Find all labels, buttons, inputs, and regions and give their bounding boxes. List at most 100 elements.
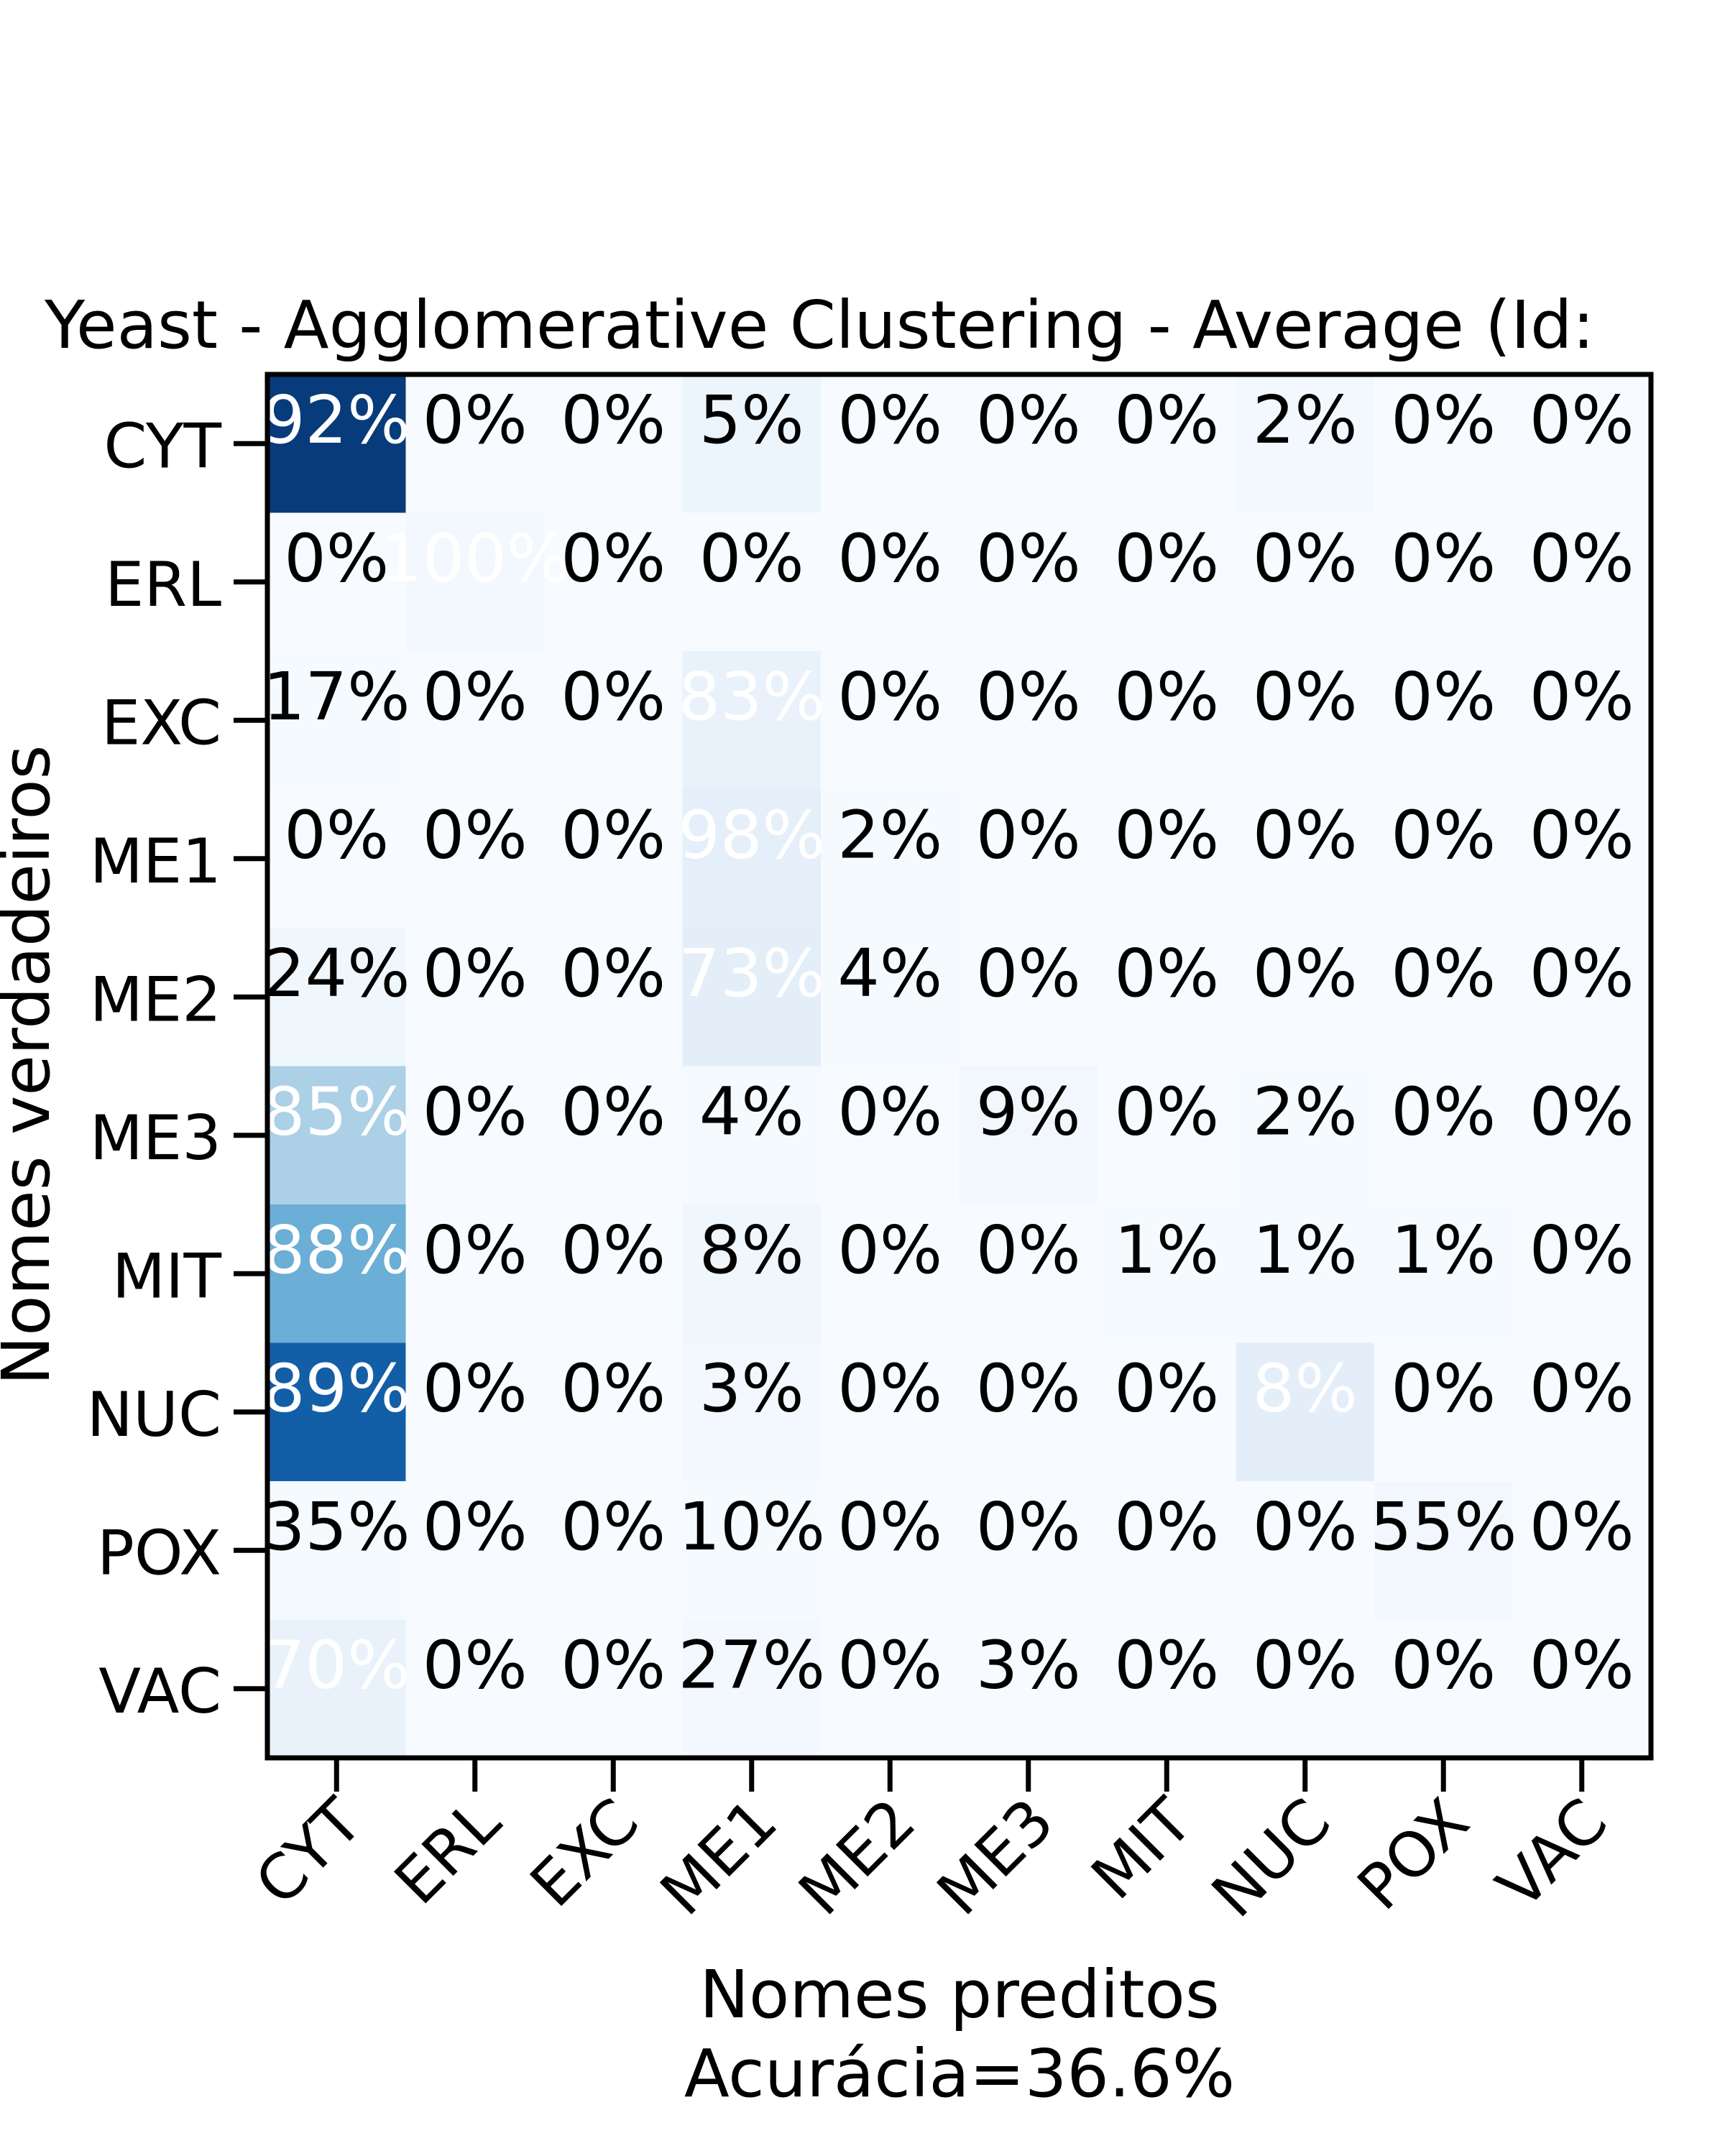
cell-value-label: 0%	[561, 797, 666, 874]
heatmap-cell	[405, 1481, 545, 1621]
heatmap-cell	[821, 512, 960, 652]
heatmap-cell	[1374, 1342, 1514, 1482]
heatmap-cell	[267, 1204, 407, 1344]
heatmap-cell	[267, 651, 407, 791]
heatmap-cell	[1512, 789, 1652, 929]
y-tick-label: ME1	[90, 826, 221, 898]
heatmap-cell	[959, 651, 1098, 791]
cell-value-label: 1%	[1253, 1212, 1358, 1289]
x-tick-label: VAC	[1484, 1785, 1621, 1922]
heatmap-cell	[1374, 1619, 1514, 1759]
heatmap-cell	[1512, 512, 1652, 652]
heatmap-cell	[1374, 1066, 1514, 1205]
heatmap-cell	[959, 1481, 1098, 1621]
cell-value-label: 0%	[1391, 797, 1496, 874]
heatmap-cell	[1512, 1481, 1652, 1621]
x-tick-label: POX	[1344, 1785, 1483, 1924]
cell-value-label: 0%	[423, 935, 528, 1012]
heatmap-cell	[1236, 928, 1375, 1067]
cell-value-label: 0%	[1530, 658, 1634, 735]
cell-value-label: 0%	[1114, 520, 1219, 597]
heatmap-cell	[544, 1619, 684, 1759]
heatmap-cell	[682, 374, 822, 514]
cell-value-label: 0%	[423, 1627, 528, 1704]
cell-value-label: 10%	[678, 1488, 825, 1565]
heatmap-cell	[821, 789, 960, 929]
heatmap-cell	[959, 512, 1098, 652]
cell-value-label: 0%	[837, 1074, 942, 1151]
cell-value-label: 0%	[561, 1074, 666, 1151]
heatmap-cell	[1098, 1066, 1237, 1205]
cell-value-label: 98%	[678, 797, 825, 874]
heatmap-cell	[544, 1481, 684, 1621]
y-tick-label: EXC	[101, 687, 221, 759]
cell-value-label: 0%	[423, 1488, 528, 1565]
heatmap-cell	[959, 1204, 1098, 1344]
heatmap-cell	[959, 374, 1098, 514]
heatmap-cell	[1236, 512, 1375, 652]
cell-value-label: 9%	[976, 1074, 1081, 1151]
cell-value-label: 0%	[1391, 1074, 1496, 1151]
heatmap-cell	[682, 1342, 822, 1482]
heatmap-cell	[1374, 512, 1514, 652]
heatmap-cell	[1098, 651, 1237, 791]
cell-value-label: 0%	[1391, 520, 1496, 597]
heatmap-cell	[1236, 1204, 1375, 1344]
cell-value-label: 0%	[1253, 1488, 1358, 1565]
x-tick-label: MIT	[1078, 1785, 1207, 1914]
heatmap-cell	[405, 1204, 545, 1344]
cell-value-label: 0%	[1530, 1074, 1634, 1151]
heatmap-cell	[821, 1342, 960, 1482]
cell-value-label: 0%	[1391, 1350, 1496, 1427]
x-axis-label: Nomes preditos	[699, 1956, 1220, 2033]
cell-value-label: 55%	[1370, 1488, 1517, 1565]
x-tick-label: EXC	[517, 1785, 653, 1921]
heatmap-cell	[267, 512, 407, 652]
cell-value-label: 0%	[1530, 797, 1634, 874]
heatmap-cell	[1512, 928, 1652, 1067]
heatmap-cell	[267, 1619, 407, 1759]
heatmap-cell	[267, 789, 407, 929]
heatmap-cell	[1098, 789, 1237, 929]
cell-value-label: 0%	[561, 1350, 666, 1427]
heatmap-cell	[821, 374, 960, 514]
cell-value-label: 8%	[1253, 1350, 1358, 1427]
heatmap-cell	[682, 1619, 822, 1759]
heatmap-cell	[682, 1204, 822, 1344]
y-tick-label: ME2	[90, 964, 221, 1036]
cell-value-label: 0%	[284, 520, 389, 597]
heatmap-cell	[544, 1204, 684, 1344]
heatmap-cell	[405, 1619, 545, 1759]
cell-value-label: 0%	[837, 520, 942, 597]
cell-value-label: 83%	[678, 658, 825, 735]
cell-value-label: 0%	[976, 1212, 1081, 1289]
heatmap-cell	[1512, 1204, 1652, 1344]
heatmap-cell	[959, 1342, 1098, 1482]
heatmap-cell	[682, 928, 822, 1067]
chart-title: Yeast - Agglomerative Clustering - Avera…	[44, 287, 1595, 364]
cell-value-label: 0%	[423, 1212, 528, 1289]
cell-value-label: 0%	[561, 935, 666, 1012]
heatmap-cell	[405, 374, 545, 514]
heatmap-cell	[821, 1619, 960, 1759]
cell-value-label: 0%	[837, 1488, 942, 1565]
cell-value-label: 70%	[263, 1627, 410, 1704]
heatmap-cell	[1512, 1342, 1652, 1482]
x-tick-label: ME2	[786, 1785, 929, 1929]
cell-value-label: 85%	[263, 1074, 410, 1151]
cell-value-label: 0%	[976, 797, 1081, 874]
cell-value-label: 0%	[837, 658, 942, 735]
heatmap-cell	[405, 651, 545, 791]
cell-value-label: 0%	[561, 382, 666, 459]
heatmap-cell	[405, 789, 545, 929]
cell-value-label: 0%	[561, 1488, 666, 1565]
cell-value-label: 35%	[263, 1488, 410, 1565]
cell-value-label: 0%	[1114, 1627, 1219, 1704]
cell-value-label: 0%	[1530, 520, 1634, 597]
heatmap-cell	[544, 928, 684, 1067]
cell-value-label: 0%	[1114, 382, 1219, 459]
heatmap-cell	[682, 1481, 822, 1621]
heatmap-cell	[1512, 1619, 1652, 1759]
heatmap-cell	[1236, 374, 1375, 514]
heatmap-cell	[544, 651, 684, 791]
